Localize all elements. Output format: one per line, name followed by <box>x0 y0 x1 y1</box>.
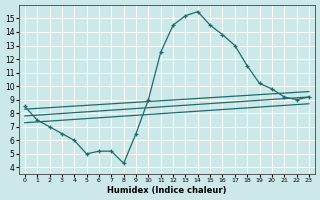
X-axis label: Humidex (Indice chaleur): Humidex (Indice chaleur) <box>107 186 227 195</box>
